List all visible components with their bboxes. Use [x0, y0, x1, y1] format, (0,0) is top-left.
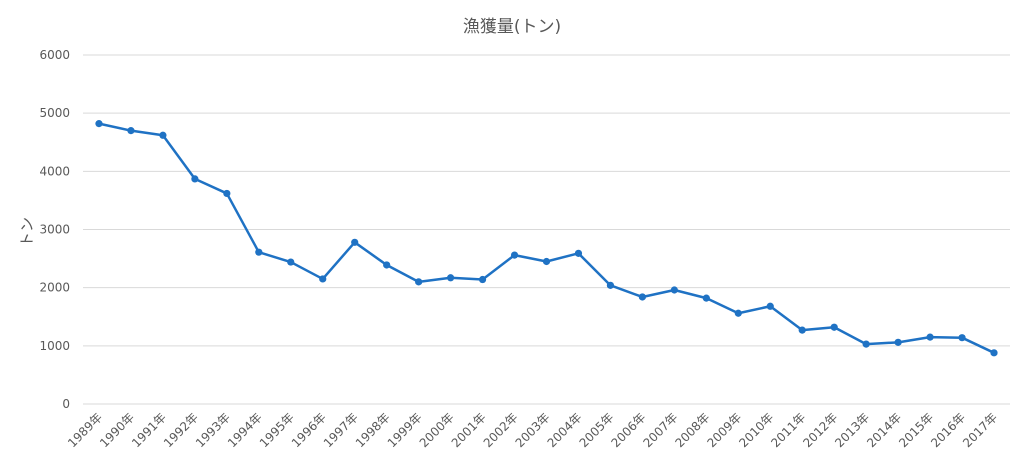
x-tick-label: 2009年: [704, 410, 744, 450]
y-tick-label: 5000: [39, 106, 70, 120]
x-tick-label: 2007年: [640, 410, 680, 450]
y-tick-label: 3000: [39, 223, 70, 237]
data-point: [351, 238, 359, 246]
x-tick-label: 1995年: [257, 410, 297, 450]
data-point: [766, 302, 774, 310]
y-axis-ticks: 0 1000 2000 3000 4000 5000 6000: [39, 48, 70, 411]
data-point: [958, 334, 966, 342]
y-tick-label: 1000: [39, 339, 70, 353]
data-point: [926, 333, 934, 341]
series-group: [95, 120, 998, 357]
data-point: [223, 189, 231, 198]
x-tick-label: 2017年: [960, 410, 1000, 450]
data-point: [127, 127, 135, 135]
x-tick-label: 1993年: [193, 410, 233, 450]
x-tick-label: 2001年: [449, 410, 489, 450]
data-point: [542, 257, 551, 266]
x-tick-label: 2011年: [768, 410, 808, 450]
x-tick-label: 2013年: [832, 410, 872, 450]
data-point: [830, 323, 838, 331]
data-point: [894, 338, 902, 346]
x-tick-label: 2008年: [672, 410, 712, 450]
data-point: [574, 249, 583, 257]
data-point: [415, 278, 423, 286]
data-point: [191, 175, 199, 183]
data-point: [159, 131, 167, 139]
data-point: [638, 293, 646, 301]
x-tick-label: 2016年: [928, 410, 968, 450]
gridlines: [83, 54, 1010, 405]
x-tick-label: 2002年: [481, 410, 521, 450]
x-tick-label: 2014年: [864, 410, 904, 450]
x-tick-label: 1998年: [353, 410, 393, 450]
x-tick-label: 2006年: [609, 410, 649, 450]
series-line: [98, 122, 995, 354]
data-point: [606, 281, 615, 289]
data-point: [383, 261, 391, 269]
x-tick-label: 1994年: [225, 410, 265, 450]
data-point: [510, 251, 519, 259]
data-point: [287, 258, 295, 266]
data-point: [990, 349, 998, 357]
x-tick-label: 2004年: [545, 410, 585, 450]
data-point: [255, 248, 263, 256]
data-point: [95, 120, 103, 128]
data-point: [319, 275, 327, 283]
data-point: [734, 309, 742, 317]
x-tick-label: 1992年: [161, 410, 201, 450]
x-tick-label: 2003年: [513, 410, 553, 450]
x-tick-label: 2010年: [736, 410, 776, 450]
chart-title: 漁獲量(トン): [463, 17, 561, 37]
y-axis-label: トン: [18, 217, 36, 247]
data-point: [447, 274, 455, 282]
y-tick-label: 4000: [39, 164, 70, 178]
x-tick-label: 1989年: [65, 410, 105, 450]
x-tick-label: 2015年: [896, 410, 936, 450]
data-point: [702, 294, 710, 302]
x-tick-label: 1997年: [321, 410, 361, 450]
data-point: [798, 326, 806, 334]
x-tick-label: 2012年: [800, 410, 840, 450]
x-tick-label: 2000年: [417, 410, 457, 450]
y-tick-label: 6000: [39, 48, 70, 62]
x-tick-label: 2005年: [577, 410, 617, 450]
data-point: [862, 340, 870, 348]
y-tick-label: 0: [62, 397, 70, 411]
data-point: [670, 286, 678, 294]
x-tick-label: 1990年: [97, 410, 137, 450]
x-axis-ticks: 1989年1990年1991年1992年1993年1994年1995年1996年…: [65, 410, 1000, 450]
x-tick-label: 1999年: [385, 410, 425, 450]
x-tick-label: 1996年: [289, 410, 329, 450]
data-point: [478, 275, 487, 284]
x-tick-label: 1991年: [129, 410, 169, 450]
y-tick-label: 2000: [39, 281, 70, 295]
